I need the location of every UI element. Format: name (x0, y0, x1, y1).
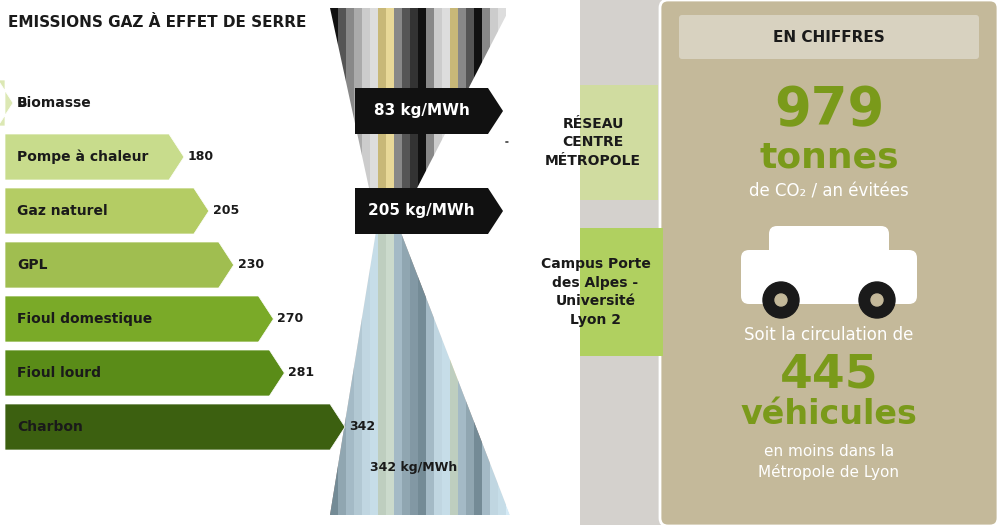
Bar (426, 8, 434, 515)
Text: Charbon: Charbon (17, 420, 83, 434)
Text: 270: 270 (277, 312, 304, 326)
Text: EMISSIONS GAZ À EFFET DE SERRE: EMISSIONS GAZ À EFFET DE SERRE (8, 15, 306, 30)
Bar (434, 8, 442, 515)
Text: 342: 342 (349, 421, 375, 434)
Bar (386, 8, 394, 515)
Bar (330, 8, 338, 515)
Circle shape (775, 294, 787, 306)
Bar (450, 8, 458, 515)
Bar (354, 8, 362, 515)
Polygon shape (5, 242, 234, 288)
FancyBboxPatch shape (660, 0, 998, 525)
Text: 445: 445 (780, 352, 878, 397)
Text: 205: 205 (213, 205, 239, 217)
Text: Gaz naturel: Gaz naturel (17, 204, 108, 218)
Polygon shape (330, 226, 510, 515)
Polygon shape (508, 228, 663, 356)
Bar (338, 8, 346, 515)
Text: EN CHIFFRES: EN CHIFFRES (773, 29, 885, 45)
Text: Biomasse: Biomasse (17, 96, 92, 110)
Text: RÉSEAU
CENTRE
MÉTROPOLE: RÉSEAU CENTRE MÉTROPOLE (545, 117, 641, 168)
Bar (362, 8, 370, 515)
Text: tonnes: tonnes (759, 141, 899, 175)
Polygon shape (580, 0, 680, 525)
Bar (418, 8, 426, 515)
Text: GPL: GPL (17, 258, 48, 272)
Text: 205 kg/MWh: 205 kg/MWh (368, 204, 475, 218)
Text: Campus Porte
des Alpes -
Université
Lyon 2: Campus Porte des Alpes - Université Lyon… (541, 257, 650, 327)
Bar (482, 8, 490, 515)
Polygon shape (5, 404, 345, 450)
Bar (498, 8, 506, 515)
Circle shape (871, 294, 883, 306)
Bar (474, 8, 482, 515)
Polygon shape (5, 134, 184, 180)
Bar (442, 8, 450, 515)
Polygon shape (0, 80, 13, 126)
Bar (378, 8, 386, 515)
Text: Soit la circulation de: Soit la circulation de (744, 326, 914, 344)
FancyBboxPatch shape (769, 226, 889, 277)
Bar (394, 8, 402, 515)
Polygon shape (355, 88, 503, 134)
Text: en moins dans la
Métropole de Lyon: en moins dans la Métropole de Lyon (759, 444, 900, 480)
Circle shape (859, 282, 895, 318)
Bar (466, 8, 474, 515)
Polygon shape (5, 296, 273, 342)
Polygon shape (5, 350, 284, 396)
Text: 83 kg/MWh: 83 kg/MWh (374, 103, 469, 119)
Text: de CO₂ / an évitées: de CO₂ / an évitées (749, 183, 909, 201)
Text: 281: 281 (288, 366, 314, 380)
Bar (370, 8, 378, 515)
Bar (346, 8, 354, 515)
Bar (410, 8, 418, 515)
FancyBboxPatch shape (679, 15, 979, 59)
Text: 180: 180 (188, 151, 214, 163)
Polygon shape (355, 188, 503, 234)
Text: 0: 0 (17, 97, 26, 110)
Text: Fioul domestique: Fioul domestique (17, 312, 152, 326)
Bar (490, 8, 498, 515)
Polygon shape (508, 85, 658, 200)
Text: véhicules: véhicules (741, 398, 917, 432)
Text: 342 kg/MWh: 342 kg/MWh (370, 460, 457, 474)
Text: Pompe à chaleur: Pompe à chaleur (17, 150, 148, 164)
FancyBboxPatch shape (741, 250, 917, 304)
Circle shape (763, 282, 799, 318)
Polygon shape (5, 188, 209, 234)
Polygon shape (0, 0, 377, 525)
Text: 230: 230 (238, 258, 264, 271)
Text: Fioul lourd: Fioul lourd (17, 366, 101, 380)
Bar (402, 8, 410, 515)
Text: 979: 979 (774, 84, 884, 136)
Bar (458, 8, 466, 515)
Polygon shape (398, 0, 580, 525)
